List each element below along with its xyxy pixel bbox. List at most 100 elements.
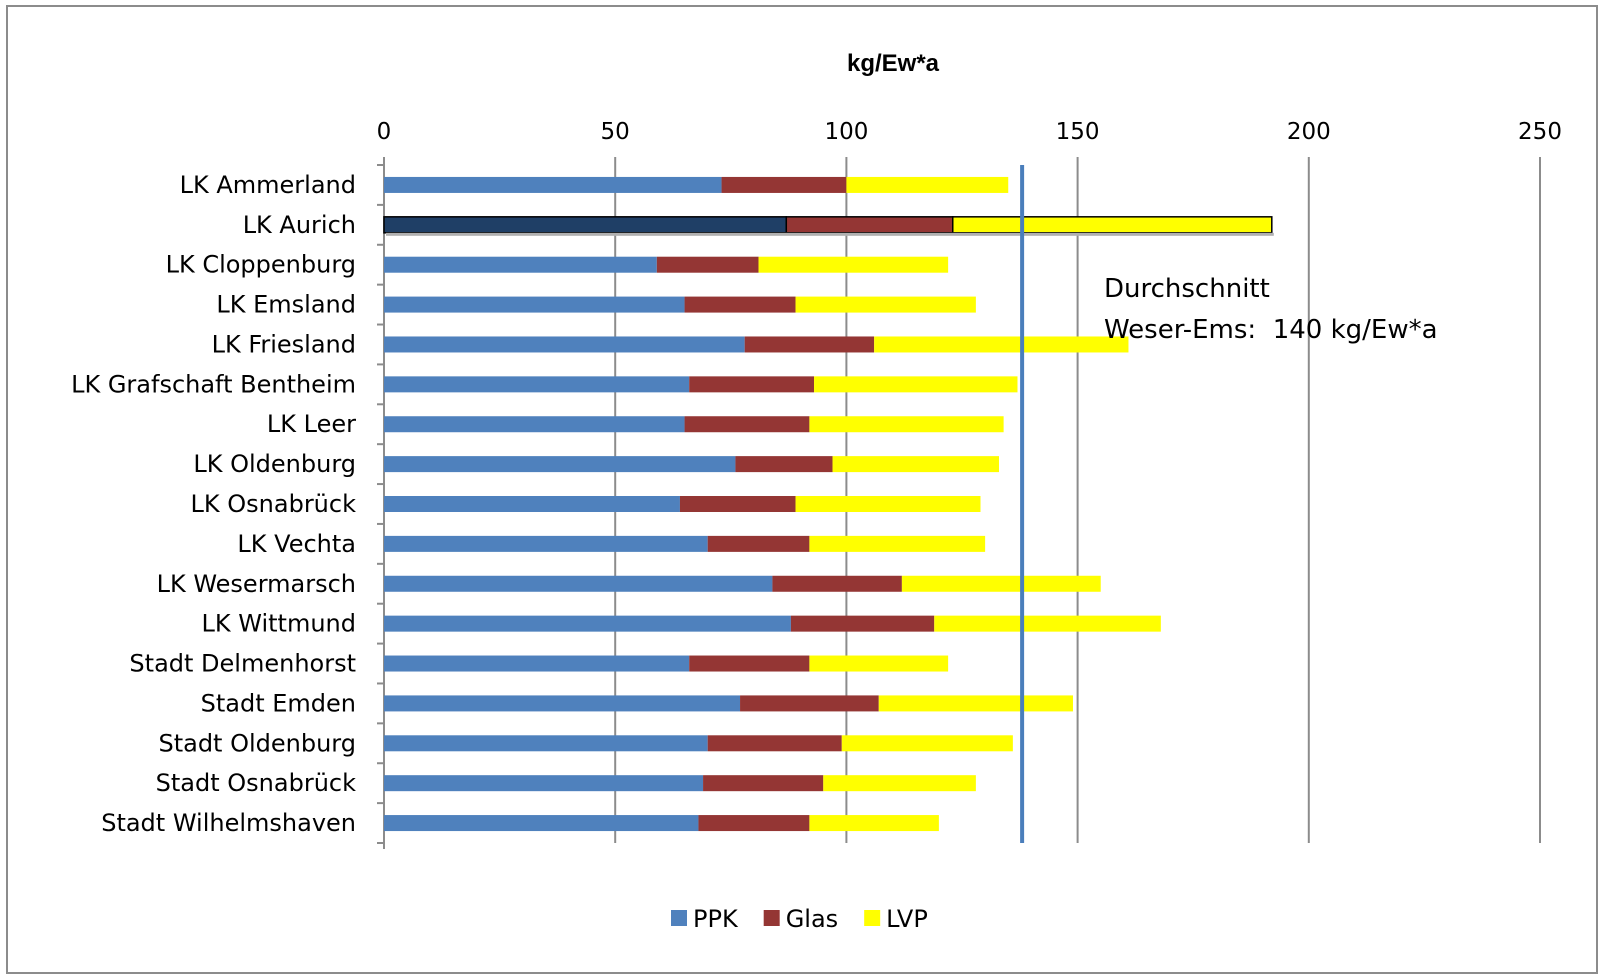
bar-segment-lvp <box>901 575 1101 592</box>
legend: PPK Glas LVP <box>671 905 928 933</box>
x-tick-label: 250 <box>1518 119 1562 145</box>
bar-group <box>384 775 976 792</box>
bar-segment-lvp <box>934 615 1161 632</box>
bar-segment-glas <box>721 176 847 193</box>
x-tick-label: 0 <box>377 119 392 145</box>
bar-group <box>384 535 986 552</box>
bar-segment-glas <box>679 496 796 512</box>
category-label: LK Osnabrück <box>191 490 357 518</box>
bar-segment-lvp <box>832 456 999 473</box>
bar-segment-ppk <box>384 496 680 512</box>
bar-segment-ppk <box>384 296 685 313</box>
bar-segment-ppk <box>384 655 690 672</box>
bar-segment-lvp <box>874 336 1129 353</box>
bar-segment-ppk <box>384 176 722 193</box>
annotation-line-1: Durchschnitt <box>1104 274 1270 304</box>
average-annotation: Durchschnitt Weser-Ems: 140 kg/Ew*a <box>1104 274 1438 345</box>
bar-segment-ppk <box>384 336 745 353</box>
category-label: LK Ammerland <box>180 171 356 199</box>
bar-group <box>384 376 1018 393</box>
bar-segment-lvp <box>952 216 1273 234</box>
bar-segment-glas <box>698 815 810 832</box>
x-axis-title: kg/Ew*a <box>847 50 940 77</box>
bar-segment-glas <box>689 376 815 393</box>
bar-group <box>384 416 1004 433</box>
bar-segment-glas <box>790 615 935 632</box>
bar-segment-glas <box>684 296 796 313</box>
category-label: Stadt Osnabrück <box>156 769 356 797</box>
legend-label-lvp: LVP <box>886 905 928 933</box>
bar-segment-lvp <box>809 416 1004 433</box>
bar-segment-ppk <box>384 815 699 832</box>
bar-segment-glas <box>772 575 902 592</box>
category-label: LK Leer <box>267 410 356 438</box>
bars-layer <box>383 176 1274 832</box>
legend-label-ppk: PPK <box>693 905 739 933</box>
x-tick-label: 200 <box>1287 119 1331 145</box>
x-tick-label: 100 <box>824 119 868 145</box>
bar-segment-ppk <box>384 416 685 433</box>
category-label: LK Vechta <box>237 530 356 558</box>
labels-layer: 0 50 100 150 200 250 LK Ammerland LK Aurich LK C… <box>71 119 1562 837</box>
bar-segment-ppk <box>384 615 791 632</box>
bar-segment-lvp <box>846 176 1009 193</box>
bar-segment-lvp <box>809 815 939 832</box>
legend-label-glas: Glas <box>786 905 838 933</box>
bar-segment-lvp <box>878 695 1073 712</box>
bar-group <box>384 296 976 313</box>
category-label: LK Wittmund <box>202 610 356 638</box>
category-label: Stadt Oldenburg <box>158 729 356 757</box>
bar-segment-lvp <box>795 496 981 512</box>
bar-group <box>383 216 1274 236</box>
category-label: Stadt Delmenhorst <box>129 650 356 678</box>
legend-swatch-ppk <box>671 910 687 926</box>
bar-segment-glas <box>656 256 759 273</box>
bar-segment-lvp <box>758 256 949 273</box>
bar-group <box>384 336 1129 353</box>
bar-segment-glas <box>684 416 810 433</box>
category-label: LK Grafschaft Bentheim <box>71 370 356 398</box>
bar-group <box>384 695 1073 712</box>
bar-segment-lvp <box>823 775 976 792</box>
category-label: LK Aurich <box>243 211 356 239</box>
bar-group <box>384 575 1101 592</box>
bar-segment-glas <box>703 775 824 792</box>
legend-swatch-lvp <box>864 910 881 926</box>
bar-group <box>384 655 949 672</box>
bar-segment-glas <box>744 336 875 353</box>
category-label: LK Emsland <box>216 291 356 319</box>
bar-segment-ppk <box>384 775 704 792</box>
category-label: LK Cloppenburg <box>166 251 356 279</box>
bar-segment-lvp <box>814 376 1018 393</box>
bar-segment-glas <box>707 535 810 552</box>
bar-segment-lvp <box>809 655 949 672</box>
category-label: LK Friesland <box>212 330 356 358</box>
chart-frame: 0 50 100 150 200 250 LK Ammerland LK Aurich LK C… <box>6 5 1598 974</box>
bar-group <box>384 256 949 273</box>
bar-segment-glas <box>735 456 833 473</box>
legend-swatch-glas <box>763 910 780 926</box>
stacked-bar-chart: 0 50 100 150 200 250 LK Ammerland LK Aurich LK C… <box>71 50 1562 933</box>
bar-group <box>384 615 1161 632</box>
bar-segment-lvp <box>795 296 976 313</box>
bar-segment-ppk <box>384 575 773 592</box>
bar-segment-lvp <box>841 735 1013 752</box>
bar-segment-glas <box>707 735 842 752</box>
x-tick-label: 150 <box>1056 119 1100 145</box>
category-label: LK Wesermarsch <box>157 570 356 598</box>
bar-segment-ppk <box>384 456 736 473</box>
bar-segment-ppk <box>384 535 708 552</box>
bar-segment-glas <box>785 216 954 234</box>
bar-shadow <box>386 232 1274 236</box>
category-label: LK Oldenburg <box>193 450 356 478</box>
bar-segment-ppk <box>384 256 657 273</box>
bar-segment-glas <box>689 655 810 672</box>
category-label: Stadt Emden <box>201 689 356 717</box>
x-tick-label: 50 <box>601 119 630 145</box>
bar-segment-lvp <box>809 535 986 552</box>
bar-segment-glas <box>740 695 879 712</box>
bar-group <box>384 456 999 473</box>
annotation-line-2: Weser-Ems: 140 kg/Ew*a <box>1104 315 1438 345</box>
bar-group <box>384 176 1009 193</box>
bar-segment-ppk <box>384 735 708 752</box>
